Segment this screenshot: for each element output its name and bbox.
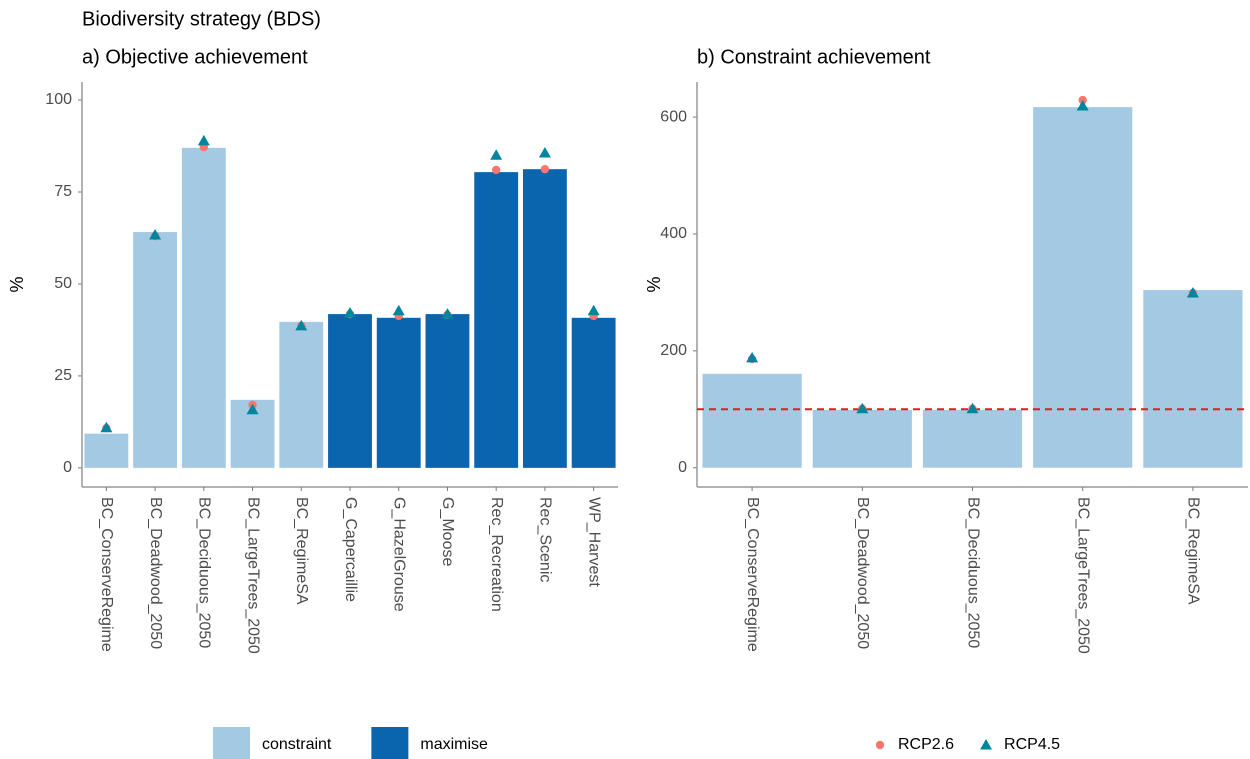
bar: [279, 321, 324, 468]
bar: [474, 172, 519, 468]
data-point: [538, 146, 551, 158]
y-tick-label: 50: [54, 275, 72, 292]
data-point: [100, 421, 113, 433]
bar: [1143, 290, 1243, 468]
data-point: [149, 229, 162, 240]
legend-swatch: [213, 727, 250, 759]
bar: [812, 409, 912, 468]
panel-title: a) Objective achievement: [82, 46, 308, 68]
data-point: [587, 304, 600, 316]
bar: [702, 373, 802, 468]
data-point: [1186, 286, 1199, 298]
y-tick-label: 200: [660, 342, 687, 359]
y-axis-label: %: [644, 276, 664, 292]
legend-swatch: [371, 727, 409, 759]
x-tick-label: G_Capercaillie: [342, 497, 359, 602]
bar: [328, 314, 372, 468]
bar: [181, 147, 226, 468]
bar: [376, 317, 421, 468]
bar: [133, 232, 178, 468]
data-point: [295, 319, 308, 331]
data-point: [490, 149, 503, 160]
x-tick-label: BC_RegimeSA: [1185, 497, 1202, 605]
x-tick-label: BC_ConserveRegime: [744, 497, 761, 652]
data-point: [746, 351, 759, 363]
bar: [84, 433, 129, 468]
data-point: [197, 134, 210, 146]
legend-marker: [875, 740, 885, 750]
x-tick-label: BC_LargeTrees_2050: [1074, 497, 1091, 654]
x-tick-label: WP_Harvest: [585, 497, 602, 587]
data-point: [856, 402, 869, 414]
data-point: [344, 307, 356, 318]
bar: [425, 314, 470, 468]
x-tick-label: BC_RegimeSA: [293, 497, 310, 605]
bar: [522, 169, 567, 468]
y-tick-label: 100: [45, 91, 72, 108]
x-tick-label: G_HazelGrouse: [390, 497, 407, 612]
y-tick-label: 0: [678, 459, 687, 476]
x-tick-label: BC_Deciduous_2050: [964, 497, 981, 648]
y-tick-label: 25: [54, 367, 72, 384]
x-tick-label: Rec_Scenic: [537, 497, 554, 582]
data-point: [966, 402, 979, 414]
legend-label: RCP2.6: [898, 736, 954, 753]
data-point: [246, 403, 259, 415]
data-point: [540, 164, 550, 174]
bar: [1033, 107, 1133, 468]
x-tick-label: BC_ConserveRegime: [98, 497, 115, 652]
data-point: [392, 304, 405, 316]
y-tick-label: 75: [54, 183, 72, 200]
data-point: [1076, 99, 1089, 111]
x-tick-label: G_Moose: [439, 497, 456, 566]
page-title: Biodiversity strategy (BDS): [82, 8, 321, 30]
x-tick-label: BC_LargeTrees_2050: [244, 497, 261, 654]
legend-label: maximise: [420, 736, 488, 753]
bar: [922, 409, 1023, 468]
x-tick-label: BC_Deadwood_2050: [147, 497, 164, 649]
panel-title: b) Constraint achievement: [697, 46, 931, 68]
data-point: [491, 165, 501, 175]
y-tick-label: 400: [660, 225, 687, 242]
y-tick-label: 0: [63, 459, 72, 476]
y-axis-label: %: [7, 276, 27, 292]
x-tick-label: Rec_Recreation: [488, 497, 505, 612]
data-point: [441, 308, 454, 319]
legend-marker: [980, 739, 993, 750]
legend-label: RCP4.5: [1004, 736, 1060, 753]
x-tick-label: BC_Deadwood_2050: [854, 497, 871, 649]
legend-label: constraint: [262, 736, 332, 753]
y-tick-label: 600: [660, 108, 687, 125]
x-tick-label: BC_Deciduous_2050: [196, 497, 213, 648]
bar: [571, 317, 616, 468]
